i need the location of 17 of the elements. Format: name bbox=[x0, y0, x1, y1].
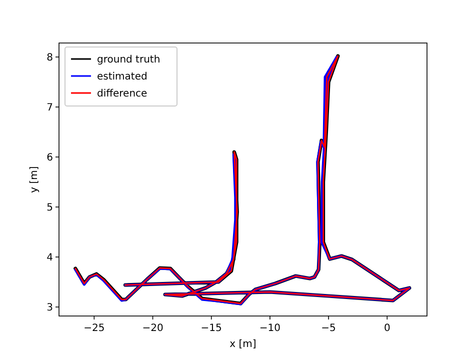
y-tick-label: 6 bbox=[46, 152, 53, 164]
x-tick-label: −15 bbox=[200, 323, 222, 334]
x-tick-label: −5 bbox=[321, 323, 336, 334]
legend-label: ground truth bbox=[97, 54, 160, 66]
x-tick-label: −25 bbox=[84, 323, 105, 334]
y-tick-label: 7 bbox=[46, 102, 53, 114]
y-axis-title: y [m] bbox=[29, 166, 40, 193]
y-tick-label: 5 bbox=[46, 202, 53, 214]
x-tick-label: 0 bbox=[384, 323, 390, 334]
x-axis-title: x [m] bbox=[230, 339, 256, 350]
y-tick-label: 8 bbox=[46, 52, 53, 64]
legend-label: difference bbox=[97, 88, 148, 100]
y-tick-label: 3 bbox=[46, 302, 53, 314]
y-tick-label: 4 bbox=[46, 252, 53, 264]
x-tick-label: −10 bbox=[259, 323, 281, 334]
x-tick-label: −20 bbox=[142, 323, 164, 334]
legend-label: estimated bbox=[97, 72, 148, 82]
